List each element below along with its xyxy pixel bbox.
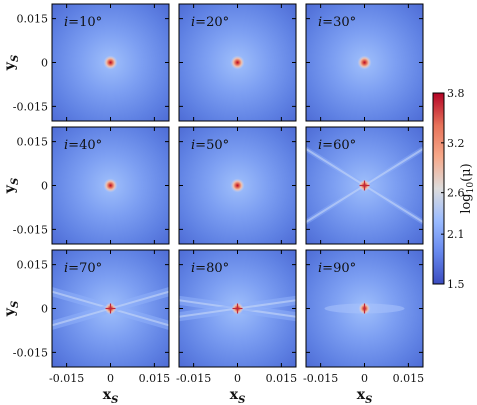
- y-tick-label: 0.015: [17, 13, 49, 26]
- axis-labels: yS yS yS xS xS xS: [2, 55, 372, 405]
- panel-map: [179, 127, 296, 244]
- colorbar-tick-label: 2.1: [447, 228, 465, 241]
- y-tick-label: 0: [41, 303, 48, 316]
- colorbar-tick-label: 3.2: [447, 137, 465, 150]
- x-tick-label: 0.015: [393, 372, 425, 385]
- colorbar-gradient: [432, 92, 445, 285]
- colorbar-label: log10(μ): [459, 163, 476, 213]
- x-axis-label: xS: [230, 387, 246, 405]
- panel-90: i=90° -0.015 0 0.015: [303, 249, 425, 385]
- y-axis-label: yS: [2, 301, 21, 317]
- x-tick-label: 0: [361, 372, 368, 385]
- x-axis-label: xS: [357, 387, 373, 405]
- y-tick-label: -0.015: [13, 100, 48, 113]
- panel-label: i=90°: [318, 261, 356, 276]
- x-tick-label: 0: [107, 372, 114, 385]
- y-tick-label: 0: [41, 57, 48, 70]
- panel-50: i=50°: [178, 126, 297, 245]
- magnification-peak: [230, 178, 245, 193]
- x-tick-label: -0.015: [176, 372, 211, 385]
- panel-map: [179, 4, 296, 121]
- panel-label: i=70°: [64, 261, 102, 276]
- magnification-peak: [103, 178, 118, 193]
- panel-map: [179, 250, 296, 367]
- magnification-peak: [357, 55, 372, 70]
- y-axis-label: yS: [2, 55, 21, 71]
- panel-label: i=20°: [191, 15, 229, 30]
- x-tick-label: 0.015: [266, 372, 298, 385]
- panel-label: i=60°: [318, 138, 356, 153]
- panel-label: i=30°: [318, 15, 356, 30]
- panel-60: i=60°: [305, 126, 424, 245]
- panel-map: [52, 127, 169, 244]
- panel-label: i=80°: [191, 261, 229, 276]
- panel-30: i=30°: [305, 3, 424, 122]
- colorbar: 3.8 3.2 2.6 2.1 1.5 log10(μ): [432, 87, 476, 291]
- panel-80: i=80° -0.015 0 0.015: [176, 249, 298, 385]
- y-tick-label: -0.015: [13, 223, 48, 236]
- x-tick-label: -0.015: [49, 372, 84, 385]
- y-tick-label: 0.015: [17, 136, 49, 149]
- y-tick-label: 0: [41, 180, 48, 193]
- panel-70: i=70° 0.015 0 -0.015-0.015 0 0.015: [13, 249, 171, 385]
- y-tick-label: -0.015: [13, 346, 48, 359]
- magnification-peak: [103, 55, 118, 70]
- panel-map: [306, 250, 423, 367]
- y-axis-label: yS: [2, 178, 21, 194]
- panel-map: [306, 4, 423, 121]
- panel-10: i=10° 0.015 0 -0.015: [13, 3, 170, 122]
- magnification-peak: [230, 55, 245, 70]
- colorbar-tick-label: 3.8: [447, 87, 465, 100]
- colorbar-tick-label: 2.6: [447, 187, 465, 200]
- panel-map: [52, 250, 169, 367]
- x-axis-label: xS: [103, 387, 119, 405]
- panel-label: i=50°: [191, 138, 229, 153]
- y-tick-label: 0.015: [17, 259, 49, 272]
- x-tick-label: 0.015: [139, 372, 171, 385]
- colorbar-tick-label: 1.5: [447, 278, 465, 291]
- x-tick-label: -0.015: [303, 372, 338, 385]
- panel-map: [306, 127, 423, 244]
- panel-label: i=10°: [64, 15, 102, 30]
- panel-map: [52, 4, 169, 121]
- panel-grid: i=10° 0.015 0 -0.015 i=20° i=30° i=40° 0.015 0 -0…: [13, 3, 425, 385]
- panel-20: i=20°: [178, 3, 297, 122]
- panel-label: i=40°: [64, 138, 102, 153]
- x-tick-label: 0: [234, 372, 241, 385]
- panel-40: i=40° 0.015 0 -0.015: [13, 126, 170, 245]
